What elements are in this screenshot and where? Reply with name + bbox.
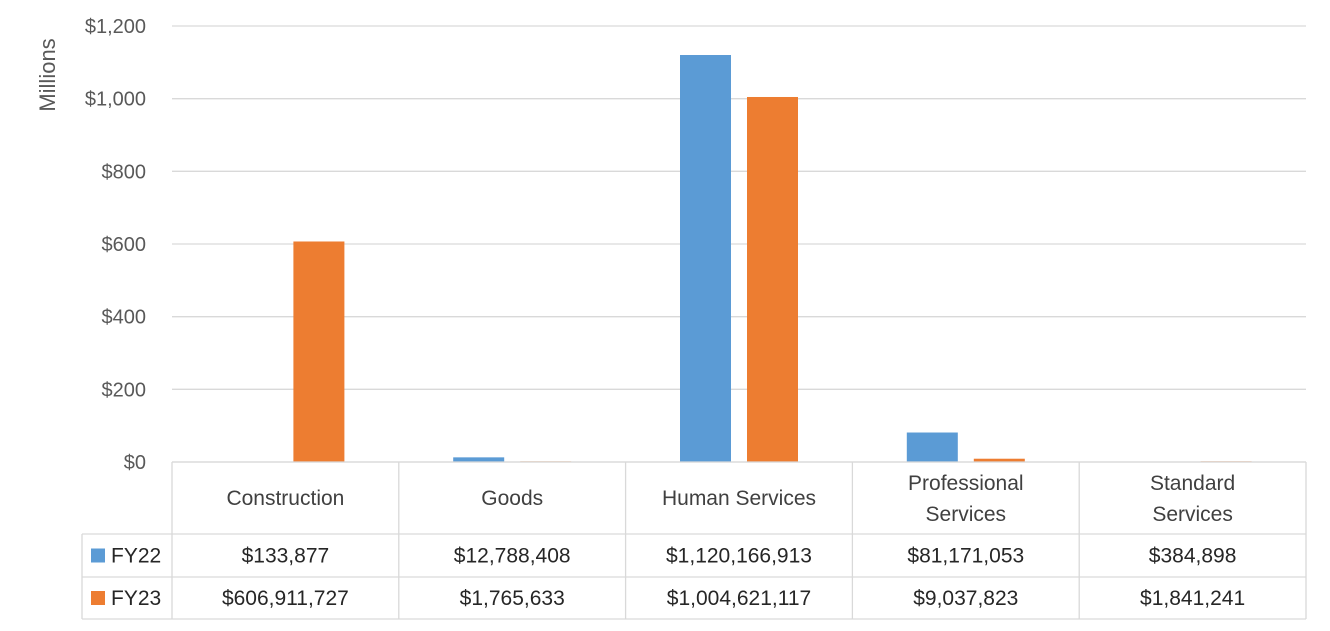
bar-fy22: [680, 55, 731, 463]
legend-label: FY22: [111, 545, 161, 568]
category-label: Human Services: [662, 487, 816, 510]
table-cell: $1,841,241: [1140, 587, 1245, 610]
y-tick-label: $1,000: [85, 89, 146, 111]
legend-swatch: [91, 591, 105, 605]
y-tick-label: $200: [102, 379, 147, 401]
y-tick-label: $0: [124, 452, 146, 474]
y-axis-label: Millions: [35, 38, 60, 111]
table-cell: $81,171,053: [907, 545, 1024, 568]
table-cell: $606,911,727: [222, 587, 349, 610]
bar-fy23: [747, 96, 798, 462]
bar-fy22: [453, 457, 505, 462]
category-label: Construction: [226, 487, 344, 510]
data-table: Construction Goods Human Services Professio…: [81, 461, 1307, 620]
category-label: Goods: [481, 487, 543, 510]
legend-label: FY23: [111, 587, 161, 610]
y-axis-ticks: $0 $200 $400 $600 $800 $1,000 $1,200: [85, 16, 146, 474]
table-cell: $133,877: [242, 545, 330, 568]
category-label: Standard Services: [1150, 472, 1235, 526]
legend-swatch: [91, 548, 105, 563]
y-tick-label: $1,200: [85, 16, 146, 38]
y-tick-label: $400: [102, 307, 147, 329]
table-cell: $1,004,621,117: [667, 587, 811, 610]
table-cell: $12,788,408: [454, 545, 571, 568]
table-cell: $1,120,166,913: [666, 545, 812, 568]
y-tick-label: $600: [102, 234, 147, 256]
y-tick-label: $800: [102, 161, 147, 183]
bar-fy22: [906, 432, 958, 462]
category-label: Professional Services: [908, 472, 1024, 526]
table-cell: $384,898: [1149, 545, 1237, 568]
table-cell: $1,765,633: [460, 587, 565, 610]
gridlines: [172, 25, 1306, 463]
bars: [226, 55, 1252, 463]
table-cell: $9,037,823: [913, 587, 1018, 610]
bar-fy23: [973, 458, 1025, 462]
bar-fy23: [293, 241, 345, 462]
